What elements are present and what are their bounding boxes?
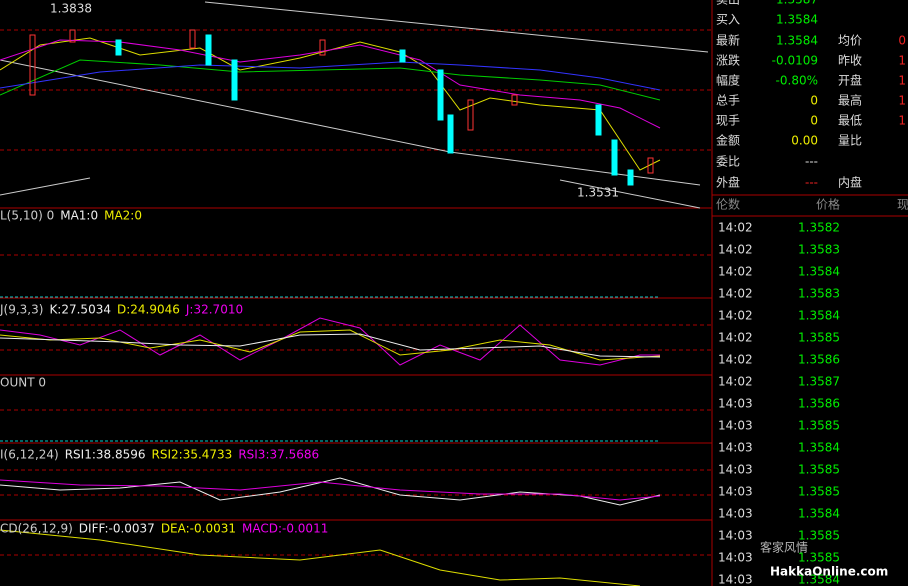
quote-label: 开盘 — [838, 73, 862, 88]
trade-time: 14:02 — [718, 265, 753, 279]
quote-value: 0 — [898, 34, 906, 48]
trade-time: 14:03 — [718, 397, 753, 411]
quote-label: 卖出 — [716, 0, 740, 7]
trade-time: 14:03 — [718, 573, 753, 586]
trade-price: 1.3582 — [798, 221, 840, 235]
trade-time: 14:02 — [718, 331, 753, 345]
quote-value: 1 — [898, 94, 906, 108]
trade-price: 1.3584 — [798, 573, 840, 586]
quote-value: --- — [805, 155, 818, 169]
watermark-url: HakkaOnline.com — [770, 565, 888, 579]
trade-price: 1.3585 — [798, 529, 840, 543]
indicator-label: J(9,3,3) — [0, 303, 43, 317]
quote-value: 0 — [810, 114, 818, 128]
trade-price: 1.3587 — [798, 375, 840, 389]
trade-time: 14:03 — [718, 441, 753, 455]
indicator-label: RSI1:38.8596 — [65, 448, 146, 462]
indicator-label: K:27.5034 — [49, 303, 111, 317]
indicator-label: RSI2:35.4733 — [152, 448, 233, 462]
trade-time: 14:03 — [718, 507, 753, 521]
quote-label: 内盘 — [838, 175, 862, 190]
trade-price: 1.3584 — [798, 507, 840, 521]
trade-time: 14:03 — [718, 529, 753, 543]
quote-value: 1.3584 — [776, 13, 818, 27]
trade-price: 1.3586 — [798, 397, 840, 411]
trade-price: 1.3585 — [798, 485, 840, 499]
trade-time: 14:02 — [718, 287, 753, 301]
trade-price: 1.3583 — [798, 243, 840, 257]
quote-label: 幅度 — [716, 73, 740, 88]
quote-label: 最高 — [838, 93, 862, 108]
quote-label: 量比 — [838, 134, 862, 148]
trade-price: 1.3585 — [798, 551, 840, 565]
trade-price: 1.3585 — [798, 419, 840, 433]
watermark: 客家风情 — [760, 540, 808, 555]
quote-label: 昨收 — [838, 54, 862, 68]
high-label: 1.3838 — [50, 2, 92, 16]
quote-label: 涨跌 — [716, 53, 740, 68]
low-label: 1.3531 — [577, 186, 619, 200]
trade-price: 1.3584 — [798, 309, 840, 323]
trade-time: 14:02 — [718, 309, 753, 323]
indicator-label: DIFF:-0.0037 — [79, 522, 155, 536]
quote-value: -0.0109 — [772, 54, 818, 68]
quote-value: 0 — [810, 94, 818, 108]
quote-value: --- — [805, 176, 818, 190]
indicator-label: J:32.7010 — [185, 303, 243, 317]
quote-label: 最低 — [838, 114, 862, 128]
quote-label: 总手 — [716, 94, 740, 108]
trade-time: 14:03 — [718, 463, 753, 477]
quote-value: 1 — [898, 74, 906, 88]
quote-label: 现手 — [716, 114, 740, 128]
trade-time: 14:03 — [718, 485, 753, 499]
indicator-label: RSI3:37.5686 — [238, 448, 319, 462]
indicator-label: OUNT 0 — [0, 376, 46, 390]
quote-value: 1 — [898, 54, 906, 68]
quote-label: 金额 — [716, 133, 740, 148]
quote-label: 最新 — [716, 33, 740, 48]
trade-header: 价格 — [816, 197, 840, 212]
trade-time: 14:02 — [718, 353, 753, 367]
quote-label: 均价 — [838, 34, 862, 48]
indicator-label: MA2:0 — [104, 209, 142, 223]
indicator-label: CD(26,12,9) — [0, 522, 73, 536]
quote-value: -0.80% — [776, 74, 818, 88]
indicator-label: MACD:-0.0011 — [242, 522, 328, 536]
indicator-label: D:24.9046 — [117, 303, 180, 317]
trade-price: 1.3585 — [798, 331, 840, 345]
indicator-label: I(6,12,24) — [0, 448, 59, 462]
trade-time: 14:02 — [718, 243, 753, 257]
quote-value: 1.3584 — [776, 34, 818, 48]
trade-price: 1.3585 — [798, 463, 840, 477]
trade-price: 1.3584 — [798, 265, 840, 279]
indicator-label: MA1:0 — [60, 209, 98, 223]
trade-price: 1.3586 — [798, 353, 840, 367]
trade-header: 现 — [897, 198, 908, 212]
quote-value: 0.00 — [791, 134, 818, 148]
quote-label: 委比 — [716, 155, 740, 169]
trade-time: 14:03 — [718, 419, 753, 433]
trade-header: 伦数 — [716, 197, 740, 212]
trade-price: 1.3584 — [798, 441, 840, 455]
indicator-label: DEA:-0.0031 — [161, 522, 236, 536]
trade-time: 14:03 — [718, 551, 753, 565]
quote-label: 买入 — [716, 13, 740, 27]
trade-time: 14:02 — [718, 375, 753, 389]
quote-label: 外盘 — [716, 175, 740, 190]
indicator-label: L(5,10) 0 — [0, 209, 54, 223]
quote-value: 1 — [898, 114, 906, 128]
trade-time: 14:02 — [718, 221, 753, 235]
trade-price: 1.3583 — [798, 287, 840, 301]
quote-value: 1.3587 — [776, 0, 818, 7]
